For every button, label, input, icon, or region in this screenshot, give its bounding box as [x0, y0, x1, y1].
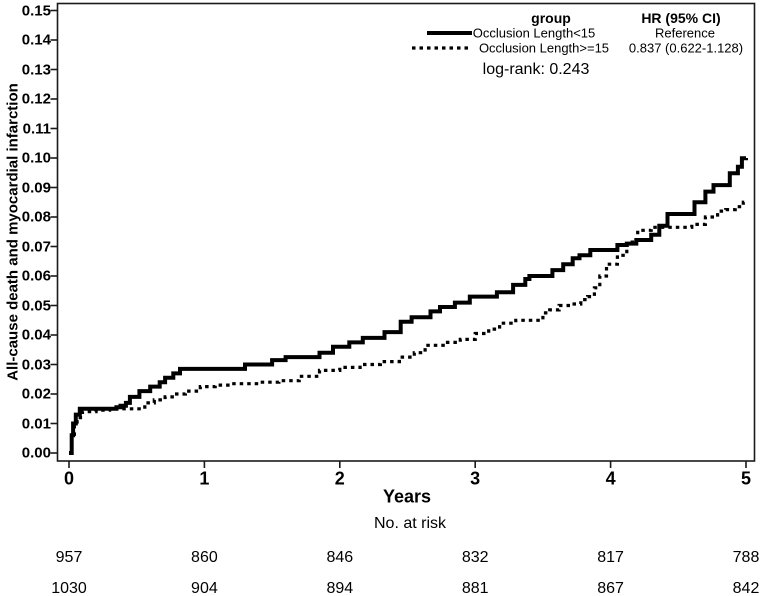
risk-count: 1030 — [51, 580, 87, 596]
y-tick-label: 0.13 — [21, 61, 51, 78]
y-tick-label: 0.14 — [21, 31, 51, 49]
y-tick-label: 0.11 — [22, 120, 51, 137]
y-tick-label: 0.10 — [21, 149, 51, 167]
x-tick-label: 3 — [470, 468, 481, 489]
legend-entry-label-solid: Occlusion Length<15 — [472, 25, 596, 41]
risk-count: 867 — [597, 580, 624, 596]
y-tick-label: 0.04 — [21, 326, 51, 344]
y-tick-label: 0.08 — [21, 208, 51, 226]
y-axis-title: All-cause death and myocardial infarctio… — [4, 83, 22, 381]
risk-count: 957 — [55, 549, 83, 566]
y-tick-label: 0.06 — [21, 267, 51, 285]
risk-count: 842 — [732, 580, 760, 596]
risk-count: 788 — [732, 549, 760, 566]
legend-entry-label-dotted: Occlusion Length>=15 — [478, 40, 610, 56]
x-tick-label: 0 — [63, 468, 75, 489]
plot-border — [56, 2, 756, 462]
y-tick-label: 0.02 — [21, 385, 51, 403]
y-tick-label: 0.15 — [21, 2, 51, 19]
y-tick-label: 0.01 — [21, 415, 51, 432]
y-tick-label: 0.05 — [21, 297, 51, 314]
risk-count: 904 — [191, 580, 218, 596]
legend-hr-header: HR (95% CI) — [641, 10, 721, 26]
x-axis-title: Years — [382, 486, 432, 507]
x-tick-label: 5 — [740, 468, 752, 489]
legend-entry-hr-dotted: 0.837 (0.622-1.128) — [628, 40, 744, 56]
y-tick-label: 0.12 — [21, 90, 51, 108]
y-tick-label: 0.09 — [21, 179, 51, 196]
risk-count: 832 — [461, 549, 489, 566]
x-tick-label: 2 — [334, 468, 345, 489]
y-tick-label: 0.00 — [21, 444, 51, 462]
y-tick-label: 0.03 — [21, 356, 51, 373]
y-tick-label: 0.07 — [21, 238, 51, 255]
no-at-risk-title: No. at risk — [373, 515, 447, 532]
legend-entry-hr-solid: Reference — [655, 25, 715, 41]
risk-count: 817 — [597, 549, 624, 566]
legend-group-header: group — [531, 10, 571, 26]
x-tick-label: 1 — [199, 468, 210, 489]
x-tick-label: 4 — [605, 468, 616, 489]
risk-count: 881 — [461, 580, 489, 596]
km-curve-solid — [69, 156, 748, 455]
km-curve-dotted — [69, 200, 746, 455]
risk-count: 846 — [326, 549, 354, 566]
risk-count: 860 — [191, 549, 218, 566]
log-rank-annotation: log-rank: 0.243 — [482, 61, 590, 78]
risk-count: 894 — [326, 580, 354, 596]
